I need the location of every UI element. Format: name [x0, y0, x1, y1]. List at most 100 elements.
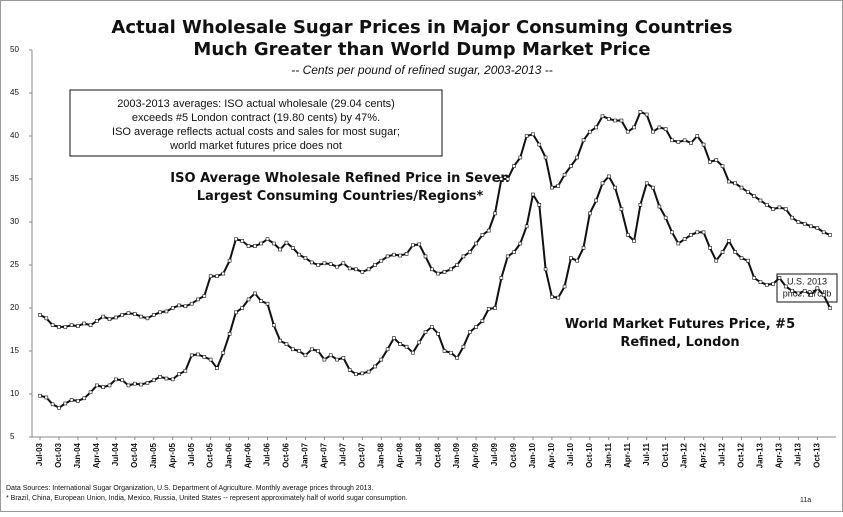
point — [670, 138, 674, 143]
y-tick-label: 25 — [10, 260, 19, 269]
x-tick-label: Jan-10 — [528, 442, 537, 468]
x-tick-label: Oct-06 — [282, 442, 291, 467]
point — [404, 344, 409, 349]
point — [714, 258, 719, 263]
annotation: world market futures price does not — [169, 140, 342, 152]
point — [196, 297, 200, 302]
point — [550, 295, 554, 299]
x-tick-label: Oct-12 — [737, 442, 746, 467]
point — [790, 288, 794, 293]
point — [183, 304, 188, 309]
point — [170, 377, 175, 382]
point — [278, 338, 282, 343]
point — [259, 299, 264, 303]
point — [215, 274, 219, 278]
x-tick-label: Oct-05 — [206, 442, 215, 467]
point — [303, 256, 308, 260]
point — [322, 261, 327, 266]
x-tick-label: Apr-13 — [775, 442, 784, 468]
x-tick-label: Jul-08 — [414, 442, 423, 466]
x-tick-label: Oct-03 — [54, 442, 63, 467]
point — [265, 301, 270, 306]
point — [202, 355, 207, 359]
point — [202, 294, 207, 298]
point — [467, 330, 472, 334]
point — [227, 258, 232, 263]
point — [758, 198, 763, 203]
point — [512, 250, 516, 254]
callout: U.S. 2013 — [787, 276, 827, 286]
point — [461, 254, 466, 259]
point — [575, 258, 580, 263]
point — [600, 181, 605, 186]
point — [783, 207, 788, 211]
annotation-box — [69, 89, 443, 157]
point — [550, 185, 554, 190]
point — [392, 336, 396, 340]
point — [221, 350, 226, 355]
point — [619, 118, 624, 123]
point — [335, 264, 339, 269]
point — [714, 158, 719, 162]
point — [581, 246, 586, 250]
point — [430, 267, 434, 272]
footnote: Data Sources: International Sugar Organi… — [6, 485, 373, 492]
annotation: 2003-2013 averages: ISO actual wholesale… — [117, 98, 395, 110]
point — [379, 258, 384, 263]
point — [95, 319, 99, 323]
point — [512, 164, 516, 168]
point — [436, 331, 440, 336]
point — [76, 324, 80, 328]
point — [588, 129, 592, 134]
y-tick-label: 45 — [10, 88, 19, 97]
chart-title: Actual Wholesale Sugar Prices in Major C… — [111, 17, 732, 38]
x-tick-label: Jan-04 — [73, 442, 82, 468]
point — [309, 347, 314, 352]
point — [360, 270, 365, 274]
point — [158, 310, 162, 315]
point — [50, 402, 55, 407]
point — [404, 252, 409, 256]
point — [556, 184, 561, 188]
point — [259, 241, 264, 246]
x-tick-label: Jul-03 — [35, 442, 44, 466]
point — [347, 368, 352, 372]
point — [227, 331, 232, 336]
point — [88, 323, 93, 328]
point — [221, 271, 226, 276]
point — [790, 215, 794, 220]
point — [802, 221, 807, 226]
point — [373, 263, 377, 267]
x-tick-label: Jul-13 — [794, 442, 803, 466]
y-tick-label: 5 — [10, 432, 15, 441]
x-tick-label: Oct-08 — [433, 442, 442, 467]
point — [373, 364, 377, 369]
point — [347, 266, 352, 271]
point — [480, 319, 485, 323]
point — [752, 194, 756, 198]
point — [562, 284, 567, 289]
point — [531, 132, 535, 137]
point — [417, 340, 422, 345]
point — [448, 350, 453, 355]
point — [107, 317, 112, 321]
point — [499, 276, 504, 280]
point — [38, 393, 42, 398]
point — [328, 353, 333, 358]
point — [234, 310, 238, 315]
x-tick-label: Jan-13 — [756, 442, 765, 468]
point — [575, 155, 580, 160]
point — [771, 207, 775, 211]
annotation: exceeds #5 London contract (19.80 cents)… — [132, 112, 380, 124]
point — [796, 220, 801, 224]
x-tick-label: Jan-09 — [452, 442, 461, 468]
point — [139, 382, 143, 387]
point — [417, 242, 422, 247]
point — [158, 374, 162, 379]
point — [151, 313, 156, 317]
point — [562, 172, 567, 177]
page-number: 11a — [800, 497, 811, 504]
point — [297, 252, 301, 257]
point — [638, 203, 643, 207]
point — [196, 352, 200, 357]
